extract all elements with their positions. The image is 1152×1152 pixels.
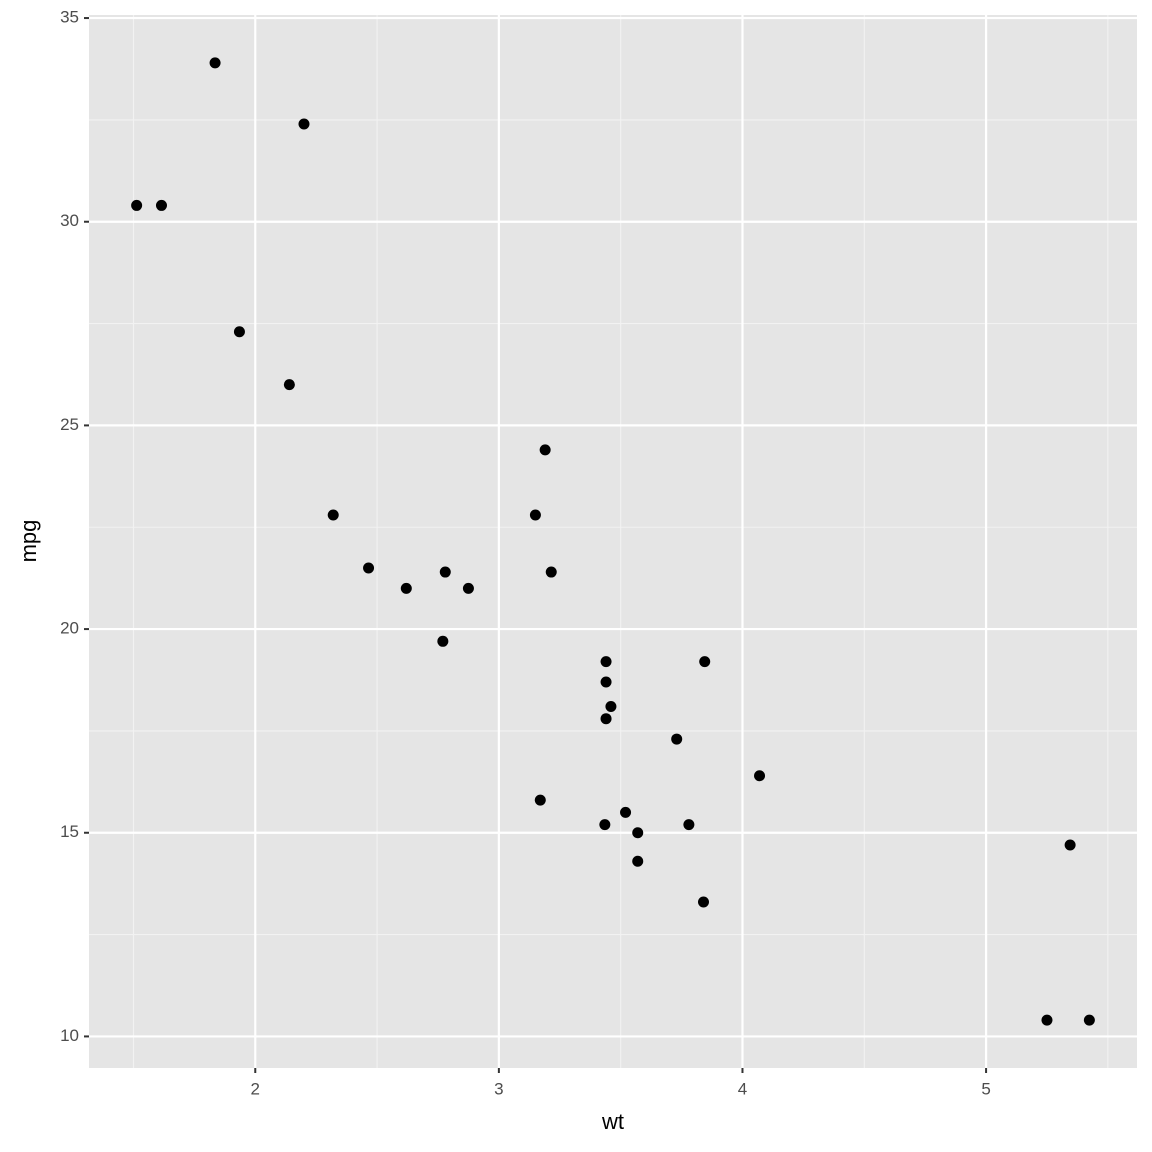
point [600,713,612,725]
point [155,199,167,211]
panel [89,15,1137,1068]
point [697,896,709,908]
x-tick-label: 3 [494,1079,503,1098]
point [437,635,449,647]
point [632,855,644,867]
point [1083,1014,1095,1026]
point [539,444,551,456]
point [632,827,644,839]
point [545,566,557,578]
point [699,656,711,668]
point [620,806,632,818]
x-tick-label: 4 [738,1079,747,1098]
y-tick-label: 15 [60,822,79,841]
point [600,676,612,688]
y-tick-label: 20 [60,619,79,638]
x-tick-label: 5 [981,1079,990,1098]
y-axis-title: mpg [16,520,41,563]
point [283,379,295,391]
point [599,819,611,831]
y-tick-label: 10 [60,1026,79,1045]
point [363,562,375,574]
point [1041,1014,1053,1026]
y-tick-label: 25 [60,415,79,434]
x-axis-title: wt [601,1109,624,1134]
point [131,199,143,211]
point [1064,839,1076,851]
point [233,326,245,338]
point [298,118,310,130]
point [605,700,617,712]
point [400,582,412,594]
point [327,509,339,521]
point [534,794,546,806]
point [683,819,695,831]
point [209,57,221,69]
point [754,770,766,782]
x-tick-label: 2 [251,1079,260,1098]
point [462,582,474,594]
point [600,656,612,668]
point [671,733,683,745]
point [529,509,541,521]
point [439,566,451,578]
y-tick-label: 35 [60,8,79,27]
y-tick-label: 30 [60,211,79,230]
